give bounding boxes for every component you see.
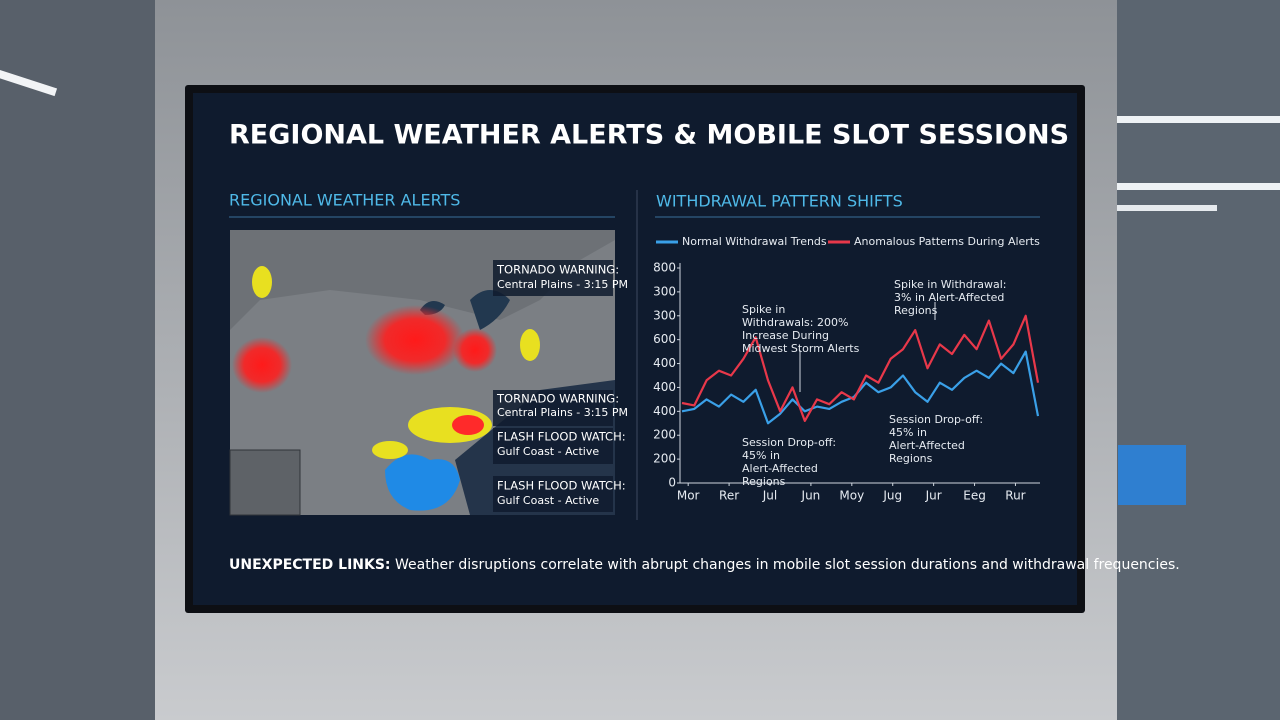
label-box	[493, 390, 613, 426]
x-tick-label: Eeg	[963, 489, 986, 503]
alert-zone	[453, 328, 497, 372]
label-detail: Gulf Coast - Active	[497, 494, 599, 507]
legend-label: Normal Withdrawal Trends	[682, 235, 827, 248]
ceiling-light	[1117, 205, 1217, 211]
y-tick-label: 300	[653, 284, 676, 298]
label-title: TORNADO WARNING:	[496, 263, 619, 277]
footer-text: Weather disruptions correlate with abrup…	[395, 557, 1180, 573]
y-tick-label: 600	[653, 332, 676, 346]
y-tick-label: 400	[653, 404, 676, 418]
annotation: Session Drop-off: 45% in Alert-Affected Reg…	[742, 436, 836, 488]
footer-lead: UNEXPECTED LINKS:	[229, 557, 391, 573]
y-tick-label: 400	[653, 356, 676, 370]
map-heading: REGIONAL WEATHER ALERTS	[229, 191, 460, 210]
page-title: REGIONAL WEATHER ALERTS & MOBILE SLOT SE…	[229, 120, 1069, 151]
alert-zone	[232, 337, 292, 393]
x-tick-label: Mor	[677, 489, 700, 503]
x-tick-label: Jun	[801, 489, 821, 503]
label-title: FLASH FLOOD WATCH:	[497, 430, 626, 444]
flood-zone	[385, 454, 460, 511]
alert-zone	[520, 329, 540, 361]
chart-title: WITHDRAWAL PATTERN SHIFTS	[656, 192, 903, 211]
map-labels: TORNADO WARNING: Central Plains - 3:15 P…	[493, 260, 628, 512]
line-chart: 0 200 200 400 400 400 600 300 300 800 Mor Rer Jul Jun…	[653, 235, 1040, 503]
x-tick-label: Moy	[839, 489, 864, 503]
x-tick-label: Rer	[719, 489, 739, 503]
lakes	[420, 290, 510, 330]
y-tick-label: 0	[668, 476, 676, 490]
y-tick-label: 200	[653, 428, 676, 442]
label-title: FLASH FLOOD WATCH:	[497, 479, 626, 493]
y-tick-label: 800	[653, 261, 676, 275]
footer: UNEXPECTED LINKS: Weather disruptions co…	[229, 557, 1180, 573]
x-tick-label: Jug	[882, 489, 902, 503]
annotation: Session Drop-off: 45% in Alert-Affected Reg…	[889, 413, 983, 465]
ceiling-light	[1117, 116, 1280, 123]
left-glass	[0, 0, 155, 720]
legend-label: Anomalous Patterns During Alerts	[854, 235, 1040, 248]
label-box	[493, 428, 613, 464]
label-detail: Gulf Coast - Active	[497, 445, 599, 458]
right-glass	[1117, 0, 1280, 720]
y-tick-label: 200	[653, 452, 676, 466]
y-tick-label: 300	[653, 308, 676, 322]
annotation: Spike in Withdrawals: 200% Increase During…	[742, 303, 860, 355]
x-tick-label: Rur	[1005, 489, 1025, 503]
annotation: Spike in Withdrawal: 3% in Alert-Affected…	[894, 278, 1007, 317]
series-line	[681, 314, 1040, 422]
ceiling-light	[1117, 183, 1280, 190]
label-detail: Central Plains - 3:15 PM	[497, 278, 628, 291]
inset-map	[229, 449, 301, 516]
land	[230, 230, 615, 330]
label-box	[493, 260, 613, 296]
y-tick-label: 400	[653, 380, 676, 394]
x-tick-label: Jur	[925, 489, 942, 503]
alert-zone	[452, 415, 484, 435]
label-detail: Central Plains - 3:15 PM	[497, 406, 628, 419]
label-title: TORNADO WARNING:	[496, 392, 619, 406]
alert-zone	[365, 305, 465, 375]
x-tick-label: Jul	[762, 489, 777, 503]
monitor	[1118, 445, 1186, 505]
ceiling-light	[0, 70, 58, 97]
alert-zone	[372, 441, 408, 459]
alert-zone	[252, 266, 272, 298]
label-box	[493, 476, 613, 512]
